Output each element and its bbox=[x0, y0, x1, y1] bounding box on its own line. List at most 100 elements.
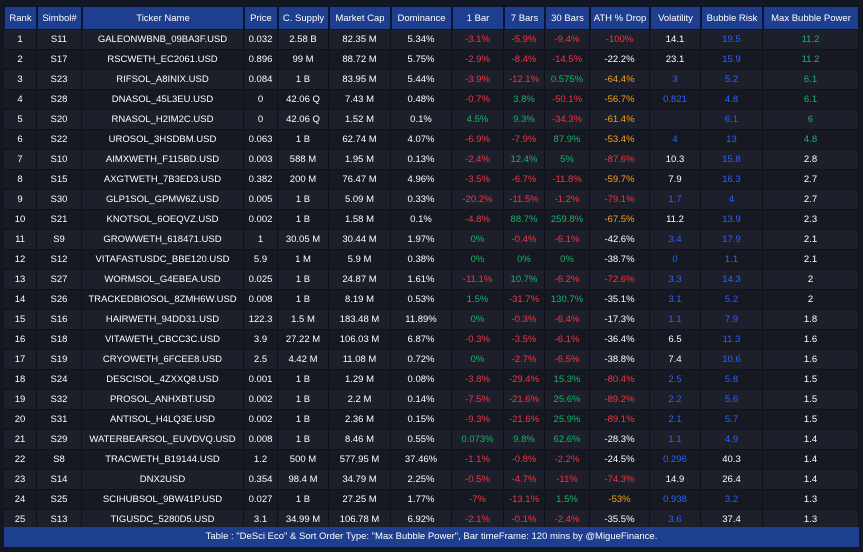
max-bubble-power-cell: 11.2 bbox=[763, 50, 859, 70]
price-cell: 0.003 bbox=[244, 150, 278, 170]
dominance-cell: 4.07% bbox=[391, 130, 452, 150]
bubble-risk-cell: 19.5 bbox=[701, 30, 763, 50]
market-cap-cell: 30.44 M bbox=[329, 230, 391, 250]
supply-cell: 1 B bbox=[278, 190, 329, 210]
table-row: 25 S13 TIGUSDC_5280D5.USD 3.1 34.99 M 106.78 … bbox=[4, 510, 859, 530]
symbol-cell: S14 bbox=[37, 470, 82, 490]
market-cap-cell: 5.9 M bbox=[329, 250, 391, 270]
market-cap-cell: 1.58 M bbox=[329, 210, 391, 230]
rank-cell: 14 bbox=[4, 290, 37, 310]
rank-cell: 10 bbox=[4, 210, 37, 230]
bar30-change-cell: -11% bbox=[545, 470, 590, 490]
col-header-market-cap[interactable]: Market Cap bbox=[329, 6, 391, 30]
bar30-change-cell: -6.1% bbox=[545, 330, 590, 350]
ath-drop-cell: -72.6% bbox=[590, 270, 650, 290]
col-header-ath-drop[interactable]: ATH % Drop bbox=[590, 6, 650, 30]
symbol-cell: S24 bbox=[37, 370, 82, 390]
supply-cell: 1 B bbox=[278, 410, 329, 430]
market-cap-cell: 34.79 M bbox=[329, 470, 391, 490]
supply-cell: 1 B bbox=[278, 270, 329, 290]
max-bubble-power-cell: 1.4 bbox=[763, 470, 859, 490]
bar7-change-cell: -0.3% bbox=[504, 310, 545, 330]
table-body: 1 S11 GALEONWBNB_09BA3F.USD 0.032 2.58 B 82.3… bbox=[4, 30, 859, 530]
ticker-cell: SCIHUBSOL_9BW41P.USD bbox=[82, 490, 244, 510]
supply-cell: 588 M bbox=[278, 150, 329, 170]
volatility-cell: 4 bbox=[650, 130, 701, 150]
rank-cell: 15 bbox=[4, 310, 37, 330]
bar1-change-cell: -3.8% bbox=[452, 370, 504, 390]
symbol-cell: S19 bbox=[37, 350, 82, 370]
dominance-cell: 5.44% bbox=[391, 70, 452, 90]
max-bubble-power-cell: 2.3 bbox=[763, 210, 859, 230]
bar7-change-cell: -7.9% bbox=[504, 130, 545, 150]
ath-drop-cell: -36.4% bbox=[590, 330, 650, 350]
dominance-cell: 0.33% bbox=[391, 190, 452, 210]
ticker-cell: TRACKEDBIOSOL_8ZMH6W.USD bbox=[82, 290, 244, 310]
ath-drop-cell: -79.1% bbox=[590, 190, 650, 210]
supply-cell: 2.58 B bbox=[278, 30, 329, 50]
rank-cell: 4 bbox=[4, 90, 37, 110]
bar1-change-cell: 0% bbox=[452, 310, 504, 330]
volatility-cell: 3 bbox=[650, 70, 701, 90]
bubble-risk-cell: 15.8 bbox=[701, 150, 763, 170]
bar1-change-cell: -11.1% bbox=[452, 270, 504, 290]
volatility-cell: 14.9 bbox=[650, 470, 701, 490]
table-row: 1 S11 GALEONWBNB_09BA3F.USD 0.032 2.58 B 82.3… bbox=[4, 30, 859, 50]
bar7-change-cell: -3.5% bbox=[504, 330, 545, 350]
price-cell: 0.084 bbox=[244, 70, 278, 90]
price-cell: 0.354 bbox=[244, 470, 278, 490]
supply-cell: 1.5 M bbox=[278, 310, 329, 330]
table-row: 5 S20 RNASOL_H2IM2C.USD 0 42.06 Q 1.52 M 0.1% 4… bbox=[4, 110, 859, 130]
col-header-7-bars[interactable]: 7 Bars bbox=[504, 6, 545, 30]
col-header-price[interactable]: Price bbox=[244, 6, 278, 30]
col-header-30-bars[interactable]: 30 Bars bbox=[545, 6, 590, 30]
price-cell: 0.002 bbox=[244, 390, 278, 410]
table-row: 20 S31 ANTISOL_H4LQ3E.USD 0.002 1 B 2.36 M 0.1… bbox=[4, 410, 859, 430]
volatility-cell: 0.296 bbox=[650, 450, 701, 470]
col-header-ticker[interactable]: Ticker Name bbox=[82, 6, 244, 30]
market-cap-cell: 8.46 M bbox=[329, 430, 391, 450]
ath-drop-cell: -87.6% bbox=[590, 150, 650, 170]
bar30-change-cell: 87.9% bbox=[545, 130, 590, 150]
bar30-change-cell: -14.5% bbox=[545, 50, 590, 70]
supply-cell: 1 B bbox=[278, 390, 329, 410]
max-bubble-power-cell: 2.1 bbox=[763, 250, 859, 270]
price-cell: 0.008 bbox=[244, 430, 278, 450]
col-header-symbol[interactable]: Simbol# bbox=[37, 6, 82, 30]
bar1-change-cell: 1.5% bbox=[452, 290, 504, 310]
table-row: 3 S23 RIFSOL_A8INIX.USD 0.084 1 B 83.95 M 5.44… bbox=[4, 70, 859, 90]
table-row: 13 S27 WORMSOL_G4EBEA.USD 0.025 1 B 24.87 M 1.… bbox=[4, 270, 859, 290]
col-header-1-bar[interactable]: 1 Bar bbox=[452, 6, 504, 30]
dominance-cell: 2.25% bbox=[391, 470, 452, 490]
price-cell: 0.896 bbox=[244, 50, 278, 70]
bubble-risk-cell: 17.9 bbox=[701, 230, 763, 250]
max-bubble-power-cell: 1.6 bbox=[763, 330, 859, 350]
volatility-cell: 0.821 bbox=[650, 90, 701, 110]
supply-cell: 1 B bbox=[278, 370, 329, 390]
dominance-cell: 1.97% bbox=[391, 230, 452, 250]
col-header-rank[interactable]: Rank bbox=[4, 6, 37, 30]
col-header-max-bubble-power[interactable]: Max Bubble Power bbox=[763, 6, 859, 30]
col-header-dominance[interactable]: Dominance bbox=[391, 6, 452, 30]
symbol-cell: S17 bbox=[37, 50, 82, 70]
supply-cell: 30.05 M bbox=[278, 230, 329, 250]
symbol-cell: S28 bbox=[37, 90, 82, 110]
max-bubble-power-cell: 1.5 bbox=[763, 410, 859, 430]
ticker-cell: UROSOL_3HSDBM.USD bbox=[82, 130, 244, 150]
ticker-cell: RIFSOL_A8INIX.USD bbox=[82, 70, 244, 90]
bar30-change-cell: -2.2% bbox=[545, 450, 590, 470]
bubble-risk-cell: 4 bbox=[701, 190, 763, 210]
bubble-risk-cell: 16.3 bbox=[701, 170, 763, 190]
symbol-cell: S10 bbox=[37, 150, 82, 170]
col-header-supply[interactable]: C. Supply bbox=[278, 6, 329, 30]
bar7-change-cell: -31.7% bbox=[504, 290, 545, 310]
symbol-cell: S23 bbox=[37, 70, 82, 90]
max-bubble-power-cell: 2 bbox=[763, 270, 859, 290]
dominance-cell: 6.87% bbox=[391, 330, 452, 350]
table-row: 18 S24 DESCISOL_4ZXXQ8.USD 0.001 1 B 1.29 M 0.… bbox=[4, 370, 859, 390]
col-header-volatility[interactable]: Volatility bbox=[650, 6, 701, 30]
volatility-cell: 3.3 bbox=[650, 270, 701, 290]
market-cap-cell: 5.09 M bbox=[329, 190, 391, 210]
col-header-bubble-risk[interactable]: Bubble Risk bbox=[701, 6, 763, 30]
symbol-cell: S20 bbox=[37, 110, 82, 130]
